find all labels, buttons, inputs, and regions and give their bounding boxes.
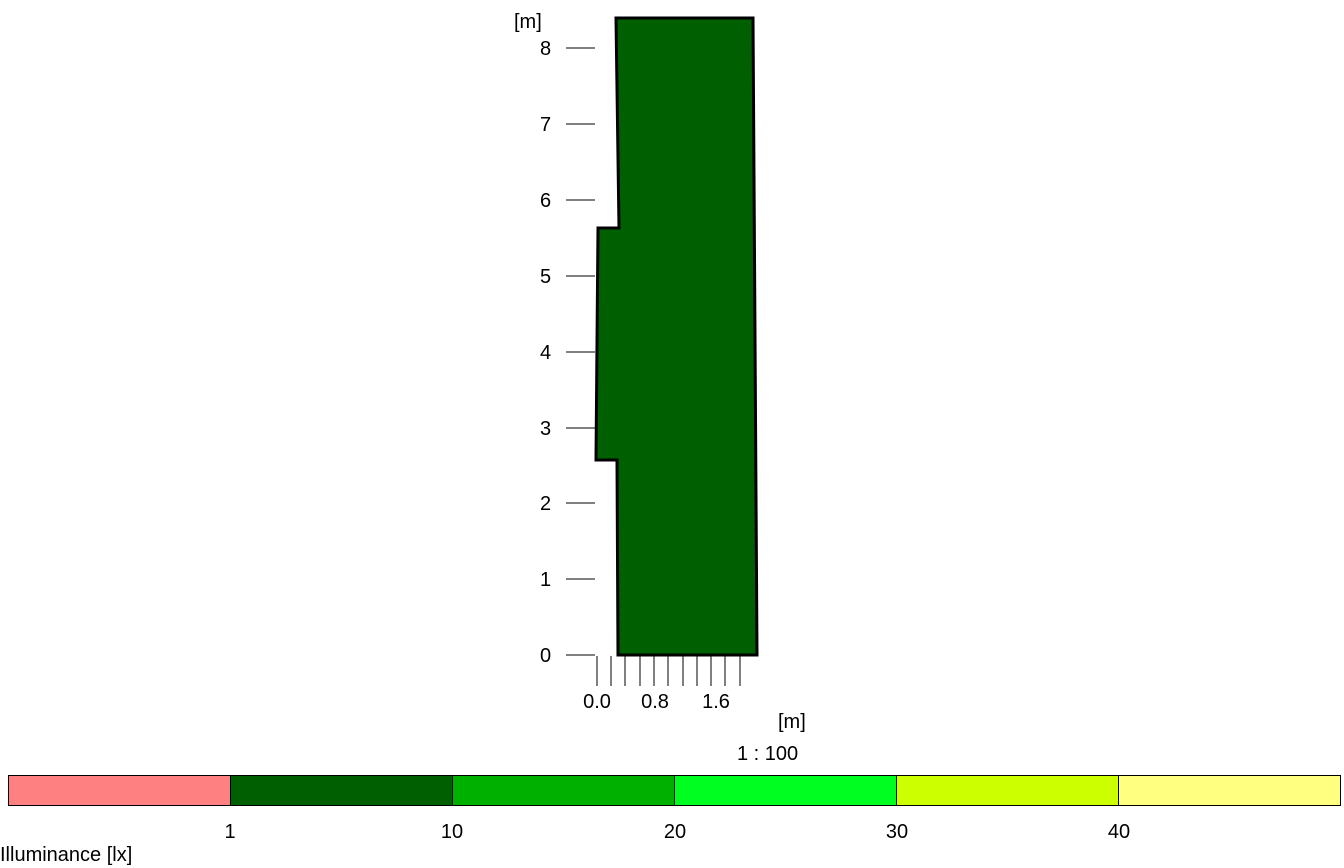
y-tick-label: 0 — [540, 645, 551, 667]
y-tick-label: 6 — [540, 190, 551, 212]
legend-tick-label: 10 — [440, 821, 464, 843]
floor-plan: [m] 0 1 2 3 4 5 6 7 8 0.0 0.8 1.6 [m] 1 … — [514, 11, 806, 765]
y-tick-label: 1 — [540, 569, 551, 591]
illuminance-legend — [8, 775, 1341, 806]
scale-label: 1 : 100 — [737, 743, 798, 765]
y-tick-label: 3 — [540, 418, 551, 440]
x-axis-unit: [m] — [778, 711, 806, 733]
x-tick-label: 0.0 — [583, 691, 611, 713]
legend-tick-label: 20 — [663, 821, 687, 843]
legend-swatch — [9, 776, 231, 805]
y-tick-label: 2 — [540, 493, 551, 515]
room-illuminance-area — [594, 16, 759, 657]
legend-tick-label: 30 — [885, 821, 909, 843]
legend-swatch — [231, 776, 453, 805]
x-tick-label: 1.6 — [702, 691, 730, 713]
y-tick-label: 7 — [540, 114, 551, 136]
y-axis-unit: [m] — [514, 11, 542, 33]
y-tick-label: 4 — [540, 342, 551, 364]
legend-swatch — [897, 776, 1119, 805]
y-tick-label: 5 — [540, 266, 551, 288]
legend-swatch — [1119, 776, 1340, 805]
x-tick-label: 0.8 — [641, 691, 669, 713]
legend-tick-label: 40 — [1107, 821, 1131, 843]
legend-swatch — [675, 776, 897, 805]
y-axis-ticks — [566, 47, 595, 656]
x-axis-ticks — [596, 656, 741, 686]
legend-tick-label: 1 — [224, 821, 236, 843]
legend-swatch — [453, 776, 675, 805]
legend-title: Illuminance [lx] — [0, 844, 133, 866]
y-tick-label: 8 — [540, 38, 551, 60]
